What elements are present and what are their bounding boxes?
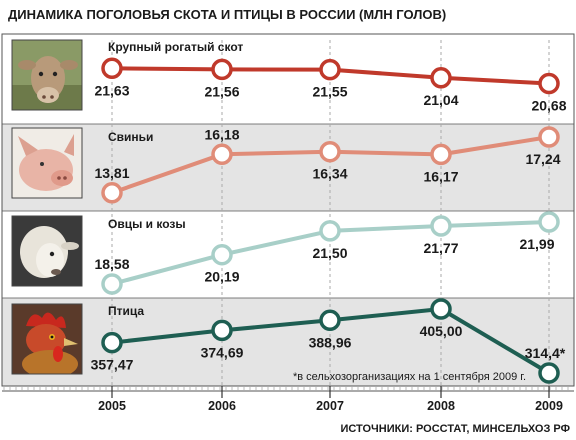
data-point-4-2006 [211,319,233,342]
panel-band-4 [2,298,574,386]
cow-ear-left [18,60,36,70]
data-label-1-2008: 21,04 [423,92,458,108]
data-label-1-2006: 21,56 [204,83,239,99]
data-label-4-2008: 405,00 [420,323,463,339]
data-point-3-2008 [430,215,452,237]
data-point-1-2005 [101,57,123,80]
data-point-2-2006 [211,143,233,166]
chart-frame [1,33,575,387]
rooster-image-frame [11,303,83,375]
series-name-2: Свиньи [108,130,153,144]
data-label-2-2005: 13,81 [94,165,129,181]
chart-title: ДИНАМИКА ПОГОЛОВЬЯ СКОТА И ПТИЦЫ В РОССИ… [8,7,446,22]
pig-ear-left [18,136,38,156]
data-label-3-2008: 21,77 [423,240,458,256]
source-note: ИСТОЧНИКИ: РОССТАТ, МИНСЕЛЬХОЗ РФ [340,423,570,435]
data-point-4-2009 [538,362,560,384]
cow-ear-right [60,60,78,70]
rooster-wattle [53,346,63,362]
data-label-2-2009: 17,24 [525,151,560,167]
data-label-3-2007: 21,50 [312,245,347,261]
data-label-2-2008: 16,17 [423,168,458,184]
cow-eye-left [38,71,44,77]
sheep-image-frame [11,215,83,287]
data-label-1-2009: 20,68 [531,98,566,114]
cow-nostril-right [50,95,54,99]
sheep-face [36,243,64,277]
sheep-image-art [12,216,82,286]
cow-head [31,56,65,100]
series-2: Свиньи 13,81 16,18 16,34 16,17 17,24 [94,126,561,204]
pig-nostril-left [57,176,61,180]
series-name-3: Овцы и козы [108,217,186,231]
pig-image-art [12,128,82,198]
x-tick-label-2005: 2005 [98,399,126,413]
data-point-2-2008 [430,143,452,166]
panel-band-2 [2,124,574,211]
rooster-comb [26,312,66,328]
data-point-3-2005 [101,273,123,295]
pig-ear-right [64,134,74,156]
x-tick-label-2007: 2007 [316,399,344,413]
footnote: *в сельхозорганизациях на 1 сентября 200… [293,371,526,383]
data-point-3-2009 [538,211,560,233]
x-axis-ruler: 2005 2006 2007 2008 2009 [2,386,574,413]
sheep-nose [51,269,61,275]
cow-image [11,39,83,111]
cow-image-art [12,40,82,110]
x-tick-label-2009: 2009 [535,399,563,413]
series-name-1: Крупный рогатый скот [108,40,243,54]
cow-eye-right [52,71,58,77]
data-label-4-2009: 314,4* [525,345,566,361]
data-label-3-2005: 18,58 [94,256,129,272]
data-point-4-2007 [319,309,341,332]
data-point-1-2009 [538,72,560,95]
data-label-4-2007: 388,96 [309,334,352,350]
rooster-pupil [50,335,54,339]
pig-snout [51,170,73,186]
cow-nostril-left [42,95,46,99]
sheep-eye [49,251,55,257]
data-label-1-2005: 21,63 [94,82,129,98]
data-point-2-2009 [538,126,560,148]
rooster-beak [64,338,78,346]
data-point-2-2005 [101,182,123,204]
data-point-3-2006 [211,243,233,266]
pig-image [11,127,83,199]
data-point-1-2006 [211,58,233,81]
data-point-4-2008 [430,298,452,320]
data-label-3-2006: 20,19 [204,269,239,285]
data-label-3-2009: 21,99 [519,236,554,252]
cow-muzzle [37,87,59,103]
series-name-4: Птица [108,304,144,318]
rooster-image [11,303,83,375]
data-point-2-2007 [319,140,341,163]
data-point-1-2007 [319,58,341,81]
x-tick-label-2008: 2008 [427,399,455,413]
series-3: Овцы и козы 18,58 20,19 21,50 21,77 21,99 [94,211,560,295]
data-point-4-2005 [101,331,123,354]
sheep-image [11,215,83,287]
data-label-2-2007: 16,34 [312,166,347,182]
sheep-ear [61,242,79,250]
pig-nostril-right [63,176,67,180]
data-point-3-2007 [319,220,341,242]
rooster-image-art [12,304,82,374]
data-label-4-2006: 374,69 [201,344,244,360]
data-point-1-2008 [430,67,452,89]
pig-image-frame [11,127,83,199]
pig-eye [40,162,44,166]
rooster-neck-feathers [22,350,78,374]
data-label-4-2005: 357,47 [91,357,134,373]
x-tick-label-2006: 2006 [208,399,236,413]
data-label-1-2007: 21,55 [312,84,347,100]
series-1: Крупный рогатый скот 21,63 21,56 21,55 21,04… [94,40,566,114]
series-4: Птица 357,47 374,69 388,96 405,00 314,4* [91,298,566,384]
cow-image-frame [11,39,83,111]
data-label-2-2006: 16,18 [204,126,239,142]
